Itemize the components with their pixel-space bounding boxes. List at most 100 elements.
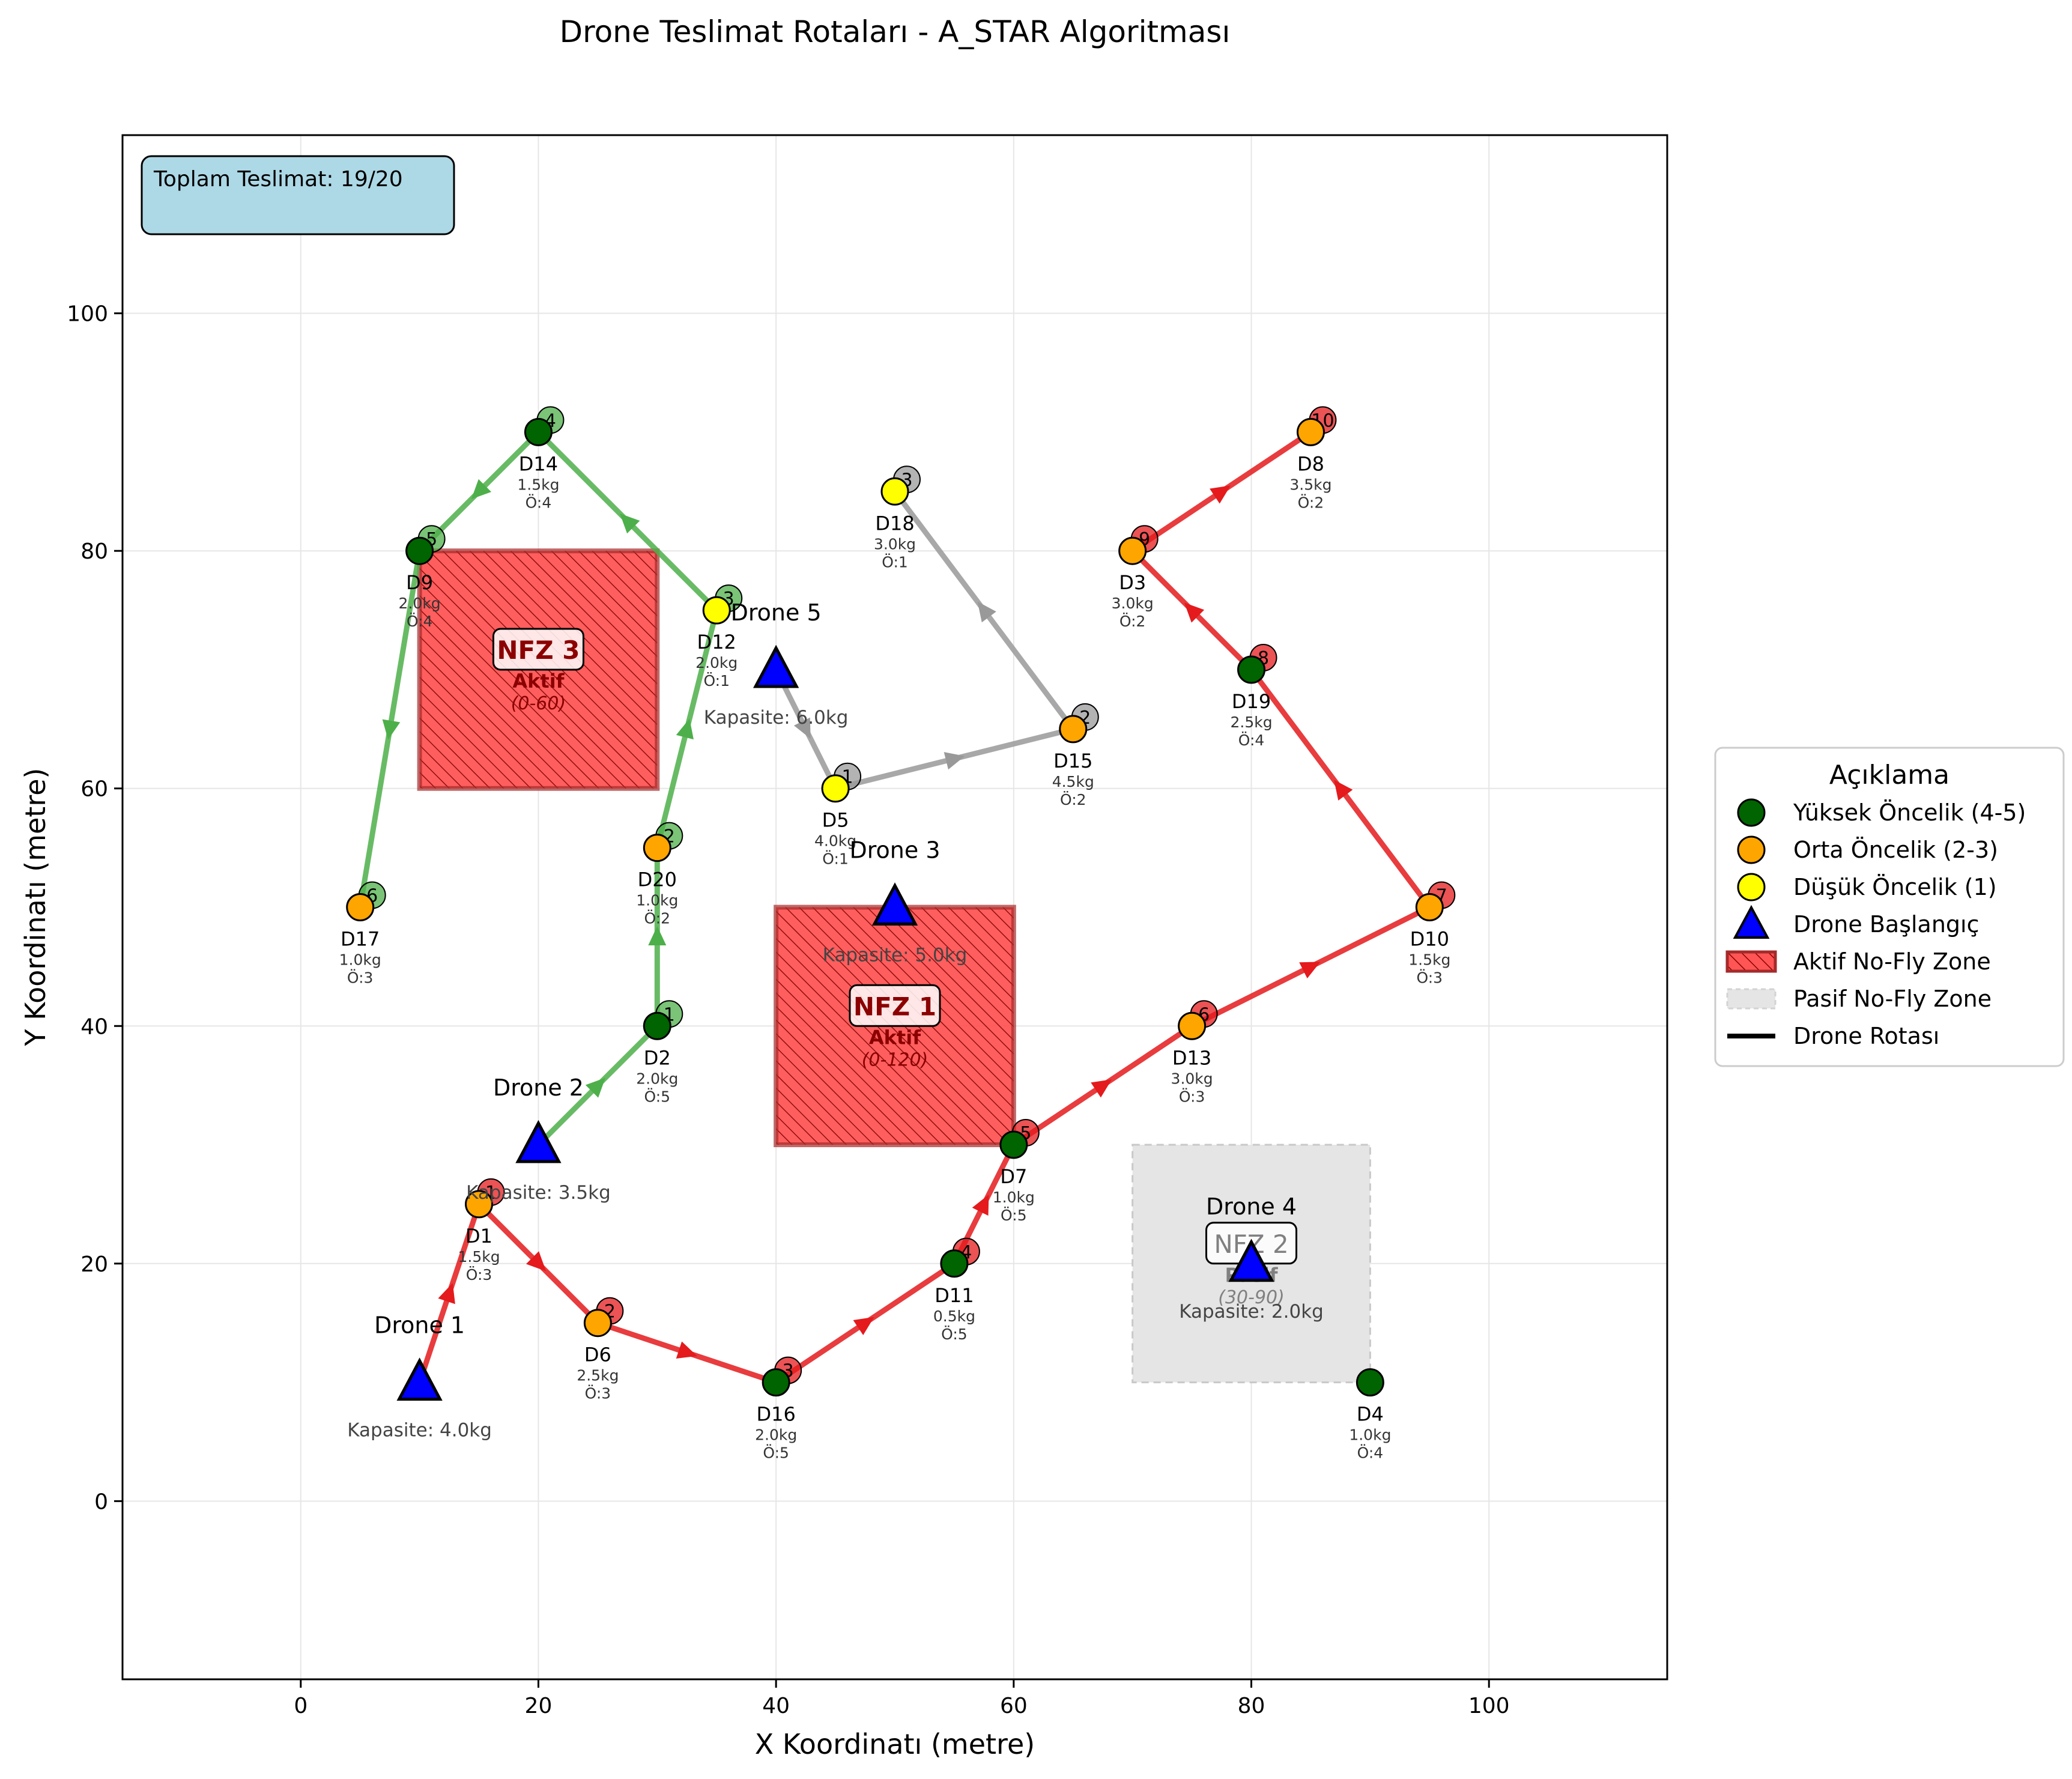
drone-name: Drone 1 <box>374 1312 465 1339</box>
drone-capacity: Kapasite: 2.0kg <box>1179 1301 1324 1323</box>
delivery-priority: Ö:3 <box>347 969 374 987</box>
delivery-id: D19 <box>1232 690 1271 713</box>
route-arrow <box>977 601 996 623</box>
legend-item: Düşük Öncelik (1) <box>1737 873 1997 902</box>
x-tick-label: 20 <box>525 1694 553 1718</box>
delivery-marker <box>524 417 553 446</box>
delivery-weight: 0.5kg <box>933 1308 975 1325</box>
no-fly-zone-time: (0-60) <box>511 693 566 714</box>
delivery-priority: Ö:5 <box>1001 1207 1027 1224</box>
delivery-weight: 1.0kg <box>339 951 381 969</box>
legend-label: Orta Öncelik (2-3) <box>1793 837 1998 863</box>
delivery-weight: 1.5kg <box>1408 951 1450 969</box>
x-tick-label: 40 <box>762 1694 790 1718</box>
route-arrow <box>972 1194 989 1216</box>
delivery-priority: Ö:2 <box>1298 494 1324 511</box>
legend-marker <box>1733 905 1770 939</box>
delivery-weight: 2.0kg <box>636 1070 678 1087</box>
y-tick-label: 60 <box>80 777 108 802</box>
delivery-marker <box>1356 1368 1384 1397</box>
delivery-marker <box>583 1309 612 1338</box>
no-fly-zone-label-box <box>849 984 941 1027</box>
delivery-priority: Ö:4 <box>1238 732 1265 749</box>
delivery-id: D17 <box>341 928 380 951</box>
route-arrow <box>471 479 492 500</box>
no-fly-zone-name: NFZ 1 <box>853 992 936 1021</box>
legend-marker <box>1725 950 1777 973</box>
delivery-id: D6 <box>584 1344 611 1366</box>
delivery-weight: 1.5kg <box>517 476 559 493</box>
legend-marker <box>1726 988 1777 1010</box>
legend-item: Drone Rotası <box>1727 1023 1939 1049</box>
delivery-priority: Ö:4 <box>407 613 433 630</box>
no-fly-zone-time: (0-120) <box>862 1049 928 1070</box>
drone-marker <box>871 882 918 926</box>
drone-start: Drone 1 Kapasite: 4.0kg <box>347 1312 492 1441</box>
legend-label: Düşük Öncelik (1) <box>1793 874 1997 900</box>
delivery-id: D3 <box>1119 571 1146 594</box>
route-arrow <box>620 514 640 534</box>
legend: Açıklama Yüksek Öncelik (4-5) Orta Öncelik… <box>1714 747 2065 1067</box>
legend-label: Yüksek Öncelik (4-5) <box>1793 799 2026 826</box>
delivery-id: D1 <box>465 1225 492 1247</box>
delivery-priority: Ö:5 <box>941 1326 968 1343</box>
legend-label: Pasif No-Fly Zone <box>1793 986 1992 1012</box>
legend-item: Yüksek Öncelik (4-5) <box>1737 798 2026 827</box>
drone-capacity: Kapasite: 6.0kg <box>704 707 849 729</box>
info-box: Toplam Teslimat: 19/20 <box>141 155 455 235</box>
drone-marker <box>1228 1238 1274 1282</box>
drone-route: 123 <box>773 465 1099 792</box>
route-arrow <box>793 717 811 739</box>
delivery-priority: Ö:2 <box>644 910 671 927</box>
no-fly-zone: NFZ 1 Aktif(0-120) <box>774 905 1016 1148</box>
drone-name: Drone 5 <box>731 599 822 626</box>
legend-item: Pasif No-Fly Zone <box>1726 986 1992 1012</box>
delivery-marker <box>1237 655 1266 684</box>
delivery-marker <box>1178 1011 1207 1040</box>
legend-item: Drone Başlangıç <box>1733 905 1980 939</box>
no-fly-zone-name: NFZ 3 <box>497 635 580 665</box>
route-arrow <box>1334 780 1353 801</box>
delivery-weight: 3.0kg <box>874 535 916 553</box>
delivery-priority: Ö:2 <box>1060 791 1086 808</box>
delivery-marker <box>346 893 375 921</box>
legend-label: Drone Rotası <box>1793 1023 1939 1049</box>
drone-marker <box>396 1357 443 1401</box>
drone-start: Drone 3 Kapasite: 5.0kg <box>823 837 968 966</box>
route-arrow <box>944 752 965 770</box>
route-arrow <box>853 1317 874 1335</box>
route-arrow <box>585 1077 606 1098</box>
no-fly-zone-label-box <box>492 628 584 671</box>
delivery-id: D9 <box>406 571 433 594</box>
drone-name: Drone 2 <box>493 1074 584 1101</box>
delivery-id: D2 <box>644 1046 671 1069</box>
y-axis-label: Y Koordinatı (metre) <box>19 768 52 1047</box>
x-tick-label: 80 <box>1238 1694 1265 1718</box>
legend-label: Drone Başlangıç <box>1793 911 1980 938</box>
no-fly-zone-time: (30-90) <box>1218 1287 1285 1308</box>
delivery-priority: Ö:3 <box>466 1266 492 1283</box>
drone-layer: Drone 1 Kapasite: 4.0kg Drone 2 Kapasite: 3… <box>347 599 1324 1441</box>
legend-item: Aktif No-Fly Zone <box>1725 948 1991 975</box>
delivery-marker <box>940 1249 969 1278</box>
legend-marker <box>1737 798 1766 827</box>
y-tick-label: 20 <box>80 1252 108 1277</box>
legend-frame <box>1714 747 2065 1067</box>
drone-capacity: Kapasite: 4.0kg <box>347 1420 492 1441</box>
y-tick-label: 100 <box>67 302 108 327</box>
drone-start: Drone 4 Kapasite: 2.0kg <box>1179 1193 1324 1323</box>
delivery-marker <box>405 536 434 565</box>
y-tick-label: 80 <box>80 539 108 564</box>
delivery-id: D18 <box>875 512 914 535</box>
axis-ticks: 0 20 40 60 80 100 0 20 40 60 80 100 <box>67 302 1509 1718</box>
